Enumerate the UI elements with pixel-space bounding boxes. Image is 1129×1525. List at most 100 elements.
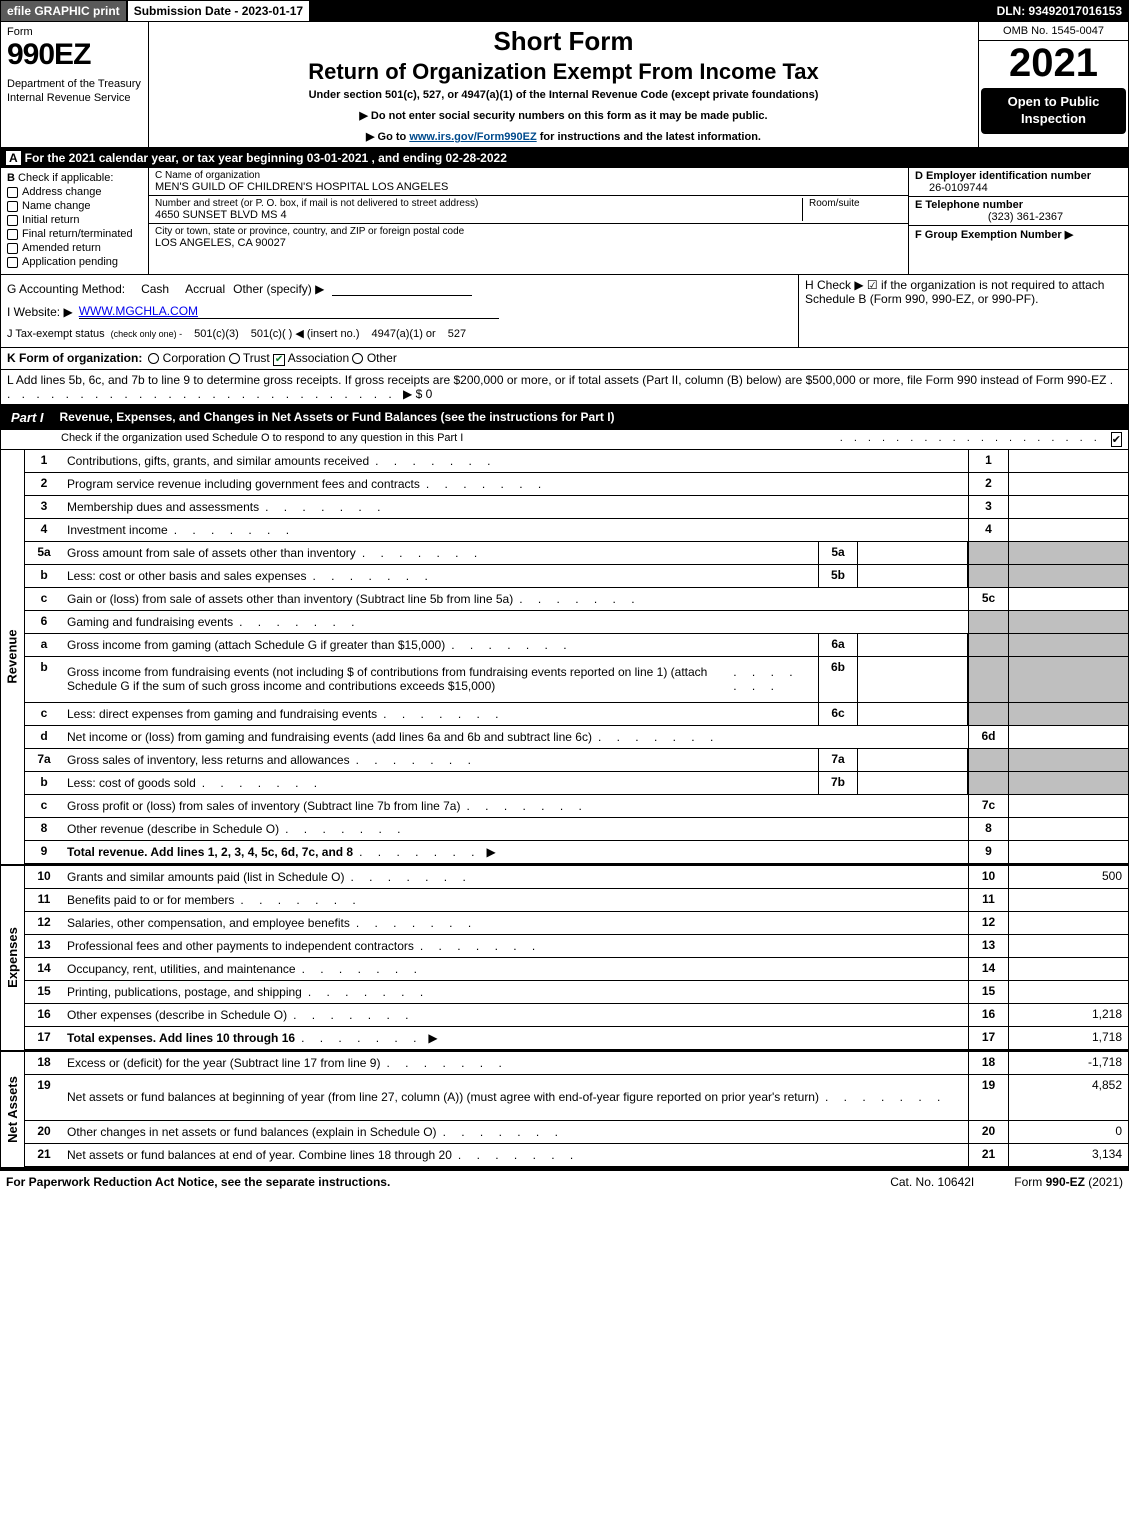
other-specify: Other (specify) ▶	[233, 282, 324, 296]
right-num: 15	[968, 981, 1008, 1003]
public-inspection-badge: Open to Public Inspection	[981, 88, 1126, 134]
right-num: 1	[968, 450, 1008, 472]
checkbox-address-change[interactable]	[7, 187, 18, 198]
room-suite-label: Room/suite	[809, 198, 902, 209]
other-specify-line[interactable]	[332, 282, 472, 296]
right-num: 17	[968, 1027, 1008, 1049]
right-num: 14	[968, 958, 1008, 980]
right-val: 4,852	[1008, 1075, 1128, 1120]
part1-check-line: Check if the organization used Schedule …	[1, 430, 836, 449]
line-num: 21	[25, 1144, 63, 1166]
line-desc: Occupancy, rent, utilities, and maintena…	[63, 958, 968, 980]
part1-title: Revenue, Expenses, and Changes in Net As…	[54, 406, 1128, 428]
form-word: Form	[7, 26, 142, 38]
l-value: ▶ $ 0	[403, 387, 432, 401]
cash-label: Cash	[141, 282, 169, 296]
phone-label: E Telephone number	[915, 199, 1122, 211]
line-desc: Gaming and fundraising events . . . . . …	[63, 611, 968, 633]
checkbox-label: Initial return	[22, 214, 79, 226]
right-num: 11	[968, 889, 1008, 911]
ein-value: 26-0109744	[915, 182, 1122, 194]
line-6b: bGross income from fundraising events (n…	[25, 657, 1128, 703]
line-1: 1Contributions, gifts, grants, and simil…	[25, 450, 1128, 473]
side-label-netassets: Net Assets	[1, 1052, 25, 1167]
checkbox-final-return-terminated[interactable]	[7, 229, 18, 240]
line-7c: cGross profit or (loss) from sales of in…	[25, 795, 1128, 818]
part1-checkbox[interactable]: ✔	[1111, 432, 1122, 447]
right-num: 9	[968, 841, 1008, 863]
line-num: 1	[25, 450, 63, 472]
line-3: 3Membership dues and assessments . . . .…	[25, 496, 1128, 519]
right-val	[1008, 496, 1128, 518]
line-num: 17	[25, 1027, 63, 1049]
cat-no: Cat. No. 10642I	[850, 1175, 1014, 1189]
efile-print[interactable]: efile GRAPHIC print	[0, 0, 127, 22]
k-opt-association[interactable]	[273, 354, 285, 366]
under-section: Under section 501(c), 527, or 4947(a)(1)…	[159, 89, 968, 101]
k-opt-label: Corporation	[163, 351, 226, 365]
subline-val	[858, 749, 968, 771]
right-num: 19	[968, 1075, 1008, 1120]
side-label-expenses: Expenses	[1, 866, 25, 1050]
line-20: 20Other changes in net assets or fund ba…	[25, 1121, 1128, 1144]
line-desc: Other changes in net assets or fund bala…	[63, 1121, 968, 1143]
line-num: 9	[25, 841, 63, 863]
line-5c: cGain or (loss) from sale of assets othe…	[25, 588, 1128, 611]
subline-val	[858, 703, 968, 725]
right-val	[1008, 818, 1128, 840]
header-center: Short Form Return of Organization Exempt…	[149, 22, 978, 147]
j-501c3: 501(c)(3)	[194, 328, 239, 340]
right-num: 16	[968, 1004, 1008, 1026]
ssn-warning: ▶ Do not enter social security numbers o…	[159, 109, 968, 122]
group-exemption-label: F Group Exemption Number ▶	[915, 228, 1122, 241]
line-12: 12Salaries, other compensation, and empl…	[25, 912, 1128, 935]
h-text: H Check ▶ ☑ if the organization is not r…	[805, 278, 1122, 306]
right-num: 5c	[968, 588, 1008, 610]
line-desc: Gross income from fundraising events (no…	[63, 657, 818, 702]
k-opt-trust[interactable]	[229, 353, 240, 364]
right-num-shade	[968, 565, 1008, 587]
line-desc: Net assets or fund balances at beginning…	[63, 1075, 968, 1120]
col-c: C Name of organization MEN'S GUILD OF CH…	[149, 168, 908, 274]
right-num-shade	[968, 772, 1008, 794]
line-num: 5a	[25, 542, 63, 564]
line-num: 18	[25, 1052, 63, 1074]
checkbox-name-change[interactable]	[7, 201, 18, 212]
line-desc: Gross income from gaming (attach Schedul…	[63, 634, 818, 656]
checkbox-amended-return[interactable]	[7, 243, 18, 254]
right-num: 21	[968, 1144, 1008, 1166]
goto-link[interactable]: www.irs.gov/Form990EZ	[409, 131, 536, 143]
right-val	[1008, 519, 1128, 541]
checkbox-initial-return[interactable]	[7, 215, 18, 226]
checkbox-application-pending[interactable]	[7, 257, 18, 268]
line-11: 11Benefits paid to or for members . . . …	[25, 889, 1128, 912]
line-5b: bLess: cost or other basis and sales exp…	[25, 565, 1128, 588]
line-6c: cLess: direct expenses from gaming and f…	[25, 703, 1128, 726]
subline-num: 6a	[818, 634, 858, 656]
right-val-shade	[1008, 565, 1128, 587]
department: Department of the Treasury Internal Reve…	[7, 78, 142, 106]
subline-val	[858, 657, 968, 702]
line-desc: Gross sales of inventory, less returns a…	[63, 749, 818, 771]
j-527: 527	[448, 328, 466, 340]
i-label: I Website: ▶	[7, 305, 73, 319]
website-link[interactable]: WWW.MGCHLA.COM	[79, 304, 499, 319]
right-val: -1,718	[1008, 1052, 1128, 1074]
form-number: 990EZ	[7, 38, 142, 72]
right-val-shade	[1008, 657, 1128, 702]
line-17: 17Total expenses. Add lines 10 through 1…	[25, 1027, 1128, 1050]
line-19: 19Net assets or fund balances at beginni…	[25, 1075, 1128, 1121]
line-13: 13Professional fees and other payments t…	[25, 935, 1128, 958]
k-opt-other[interactable]	[352, 353, 363, 364]
line-desc: Total expenses. Add lines 10 through 16 …	[63, 1027, 968, 1049]
header-block-bcdef: B Check if applicable: Address changeNam…	[0, 168, 1129, 275]
section-expenses: Expenses10Grants and similar amounts pai…	[0, 866, 1129, 1052]
k-opt-corporation[interactable]	[148, 353, 159, 364]
subline-num: 5a	[818, 542, 858, 564]
right-val-shade	[1008, 772, 1128, 794]
k-opt-label: Association	[288, 351, 349, 365]
line-num: 3	[25, 496, 63, 518]
right-num: 12	[968, 912, 1008, 934]
header-right: OMB No. 1545-0047 2021 Open to Public In…	[978, 22, 1128, 147]
row-a-label: A	[6, 151, 21, 165]
